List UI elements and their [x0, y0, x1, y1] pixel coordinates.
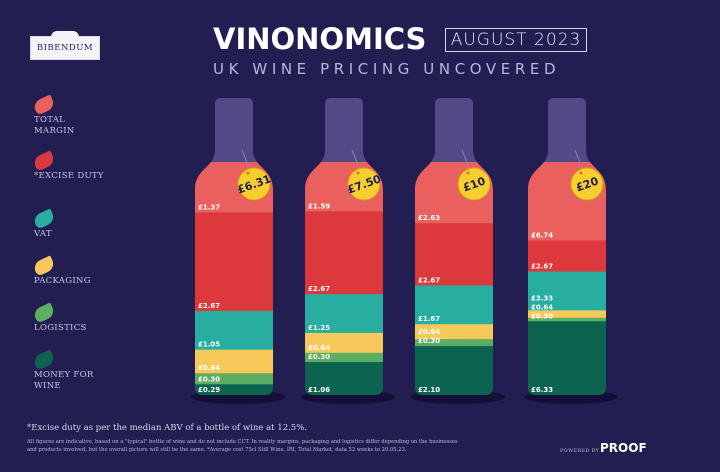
bottle: £2.63£2.67£1.67£0.64£0.30£2.10£10	[411, 98, 505, 404]
segment-value-label: £0.30	[198, 375, 220, 383]
legend-item-excise: *EXCISE DUTY	[31, 150, 104, 182]
segment-4	[195, 373, 273, 385]
price-tag	[237, 167, 271, 201]
date-badge: AUGUST 2023	[445, 28, 587, 52]
segment-1	[415, 223, 493, 286]
segment-2	[415, 285, 493, 325]
proof-logo: PROOF	[600, 441, 647, 455]
segment-5	[305, 362, 383, 395]
price-tag	[347, 167, 381, 201]
page-subtitle: UK WINE PRICING UNCOVERED	[213, 60, 561, 78]
tag-hole	[579, 171, 583, 175]
segment-3	[415, 324, 493, 340]
segment-value-label: £1.59	[308, 202, 330, 210]
segment-3	[305, 332, 383, 354]
legend-label: MONEY FOR WINE	[34, 370, 94, 391]
segment-2	[195, 310, 273, 351]
segment-2	[528, 271, 606, 311]
segment-value-label: £1.25	[308, 324, 330, 332]
legend-label: VAT	[34, 229, 52, 239]
segment-5	[195, 384, 273, 395]
legend-item-margin: TOTAL MARGIN	[31, 94, 104, 137]
segment-value-label: £0.64	[198, 364, 220, 372]
segment-value-label: £6.74	[531, 231, 553, 239]
tag-hole	[466, 171, 470, 175]
tag-string	[351, 149, 361, 171]
legend-label: LOGISTICS	[34, 323, 87, 333]
page-title: VINONOMICS	[213, 22, 427, 56]
legend-label: *EXCISE DUTY	[34, 171, 104, 181]
legend-label: PACKAGING	[34, 276, 91, 286]
tag-string	[241, 149, 251, 171]
segment-4	[528, 317, 606, 322]
powered-by: POWERED BY	[560, 448, 600, 454]
legend-label: TOTAL MARGIN	[34, 115, 75, 136]
segment-value-label: £1.67	[418, 315, 440, 323]
segment-value-label: £6.33	[531, 386, 553, 394]
segment-value-label: £0.64	[531, 303, 553, 311]
legend-item-packaging: PACKAGING	[31, 255, 104, 287]
segment-value-label: £2.67	[418, 276, 440, 284]
bibendum-logo: BIBENDUM	[30, 31, 100, 60]
segment-value-label: £3.33	[531, 294, 553, 302]
tag-hole	[356, 171, 360, 175]
segment-value-label: £0.30	[308, 353, 330, 361]
tag-string	[461, 149, 471, 171]
segment-3	[528, 310, 606, 319]
segment-value-label: £0.29	[198, 386, 220, 394]
segment-value-label: £0.30	[531, 312, 553, 320]
segment-value-label: £2.67	[198, 302, 220, 310]
segment-1	[528, 240, 606, 273]
segment-value-label: £2.67	[531, 263, 553, 271]
bottle: £6.74£2.67£3.33£0.64£0.30£6.33£20	[524, 98, 618, 404]
segment-value-label: £0.30	[418, 337, 440, 345]
segment-5	[415, 346, 493, 395]
segment-2	[305, 294, 383, 334]
logo-text: BIBENDUM	[36, 43, 94, 53]
segment-value-label: £2.10	[418, 386, 440, 394]
price-tag	[570, 167, 604, 201]
legend-item-vat: VAT	[31, 208, 104, 240]
legend-item-money: MONEY FOR WINE	[31, 349, 104, 392]
segment-4	[415, 339, 493, 347]
tag-string	[574, 149, 584, 171]
segment-1	[305, 211, 383, 295]
segment-value-label: £0.64	[308, 344, 330, 352]
segment-1	[195, 212, 273, 312]
segment-value-label: £2.63	[418, 214, 440, 222]
bottle: £1.59£2.67£1.25£0.64£0.30£1.06£7.50	[301, 98, 395, 404]
segment-value-label: £1.05	[198, 341, 220, 349]
segment-4	[305, 352, 383, 363]
legend-item-logistics: LOGISTICS	[31, 302, 104, 334]
tag-hole	[246, 171, 250, 175]
segment-value-label: £1.06	[308, 386, 330, 394]
disclaimer: All figures are indicative, based on a "…	[27, 439, 458, 453]
bottle: £1.37£2.67£1.05£0.64£0.30£0.29£6.31	[191, 98, 285, 404]
segment-5	[528, 321, 606, 395]
segment-value-label: £1.37	[198, 204, 220, 212]
segment-value-label: £2.67	[308, 285, 330, 293]
price-tag	[457, 167, 491, 201]
segment-value-label: £0.64	[418, 328, 440, 336]
excise-footnote: *Excise duty as per the median ABV of a …	[27, 423, 307, 433]
segment-3	[195, 349, 273, 374]
